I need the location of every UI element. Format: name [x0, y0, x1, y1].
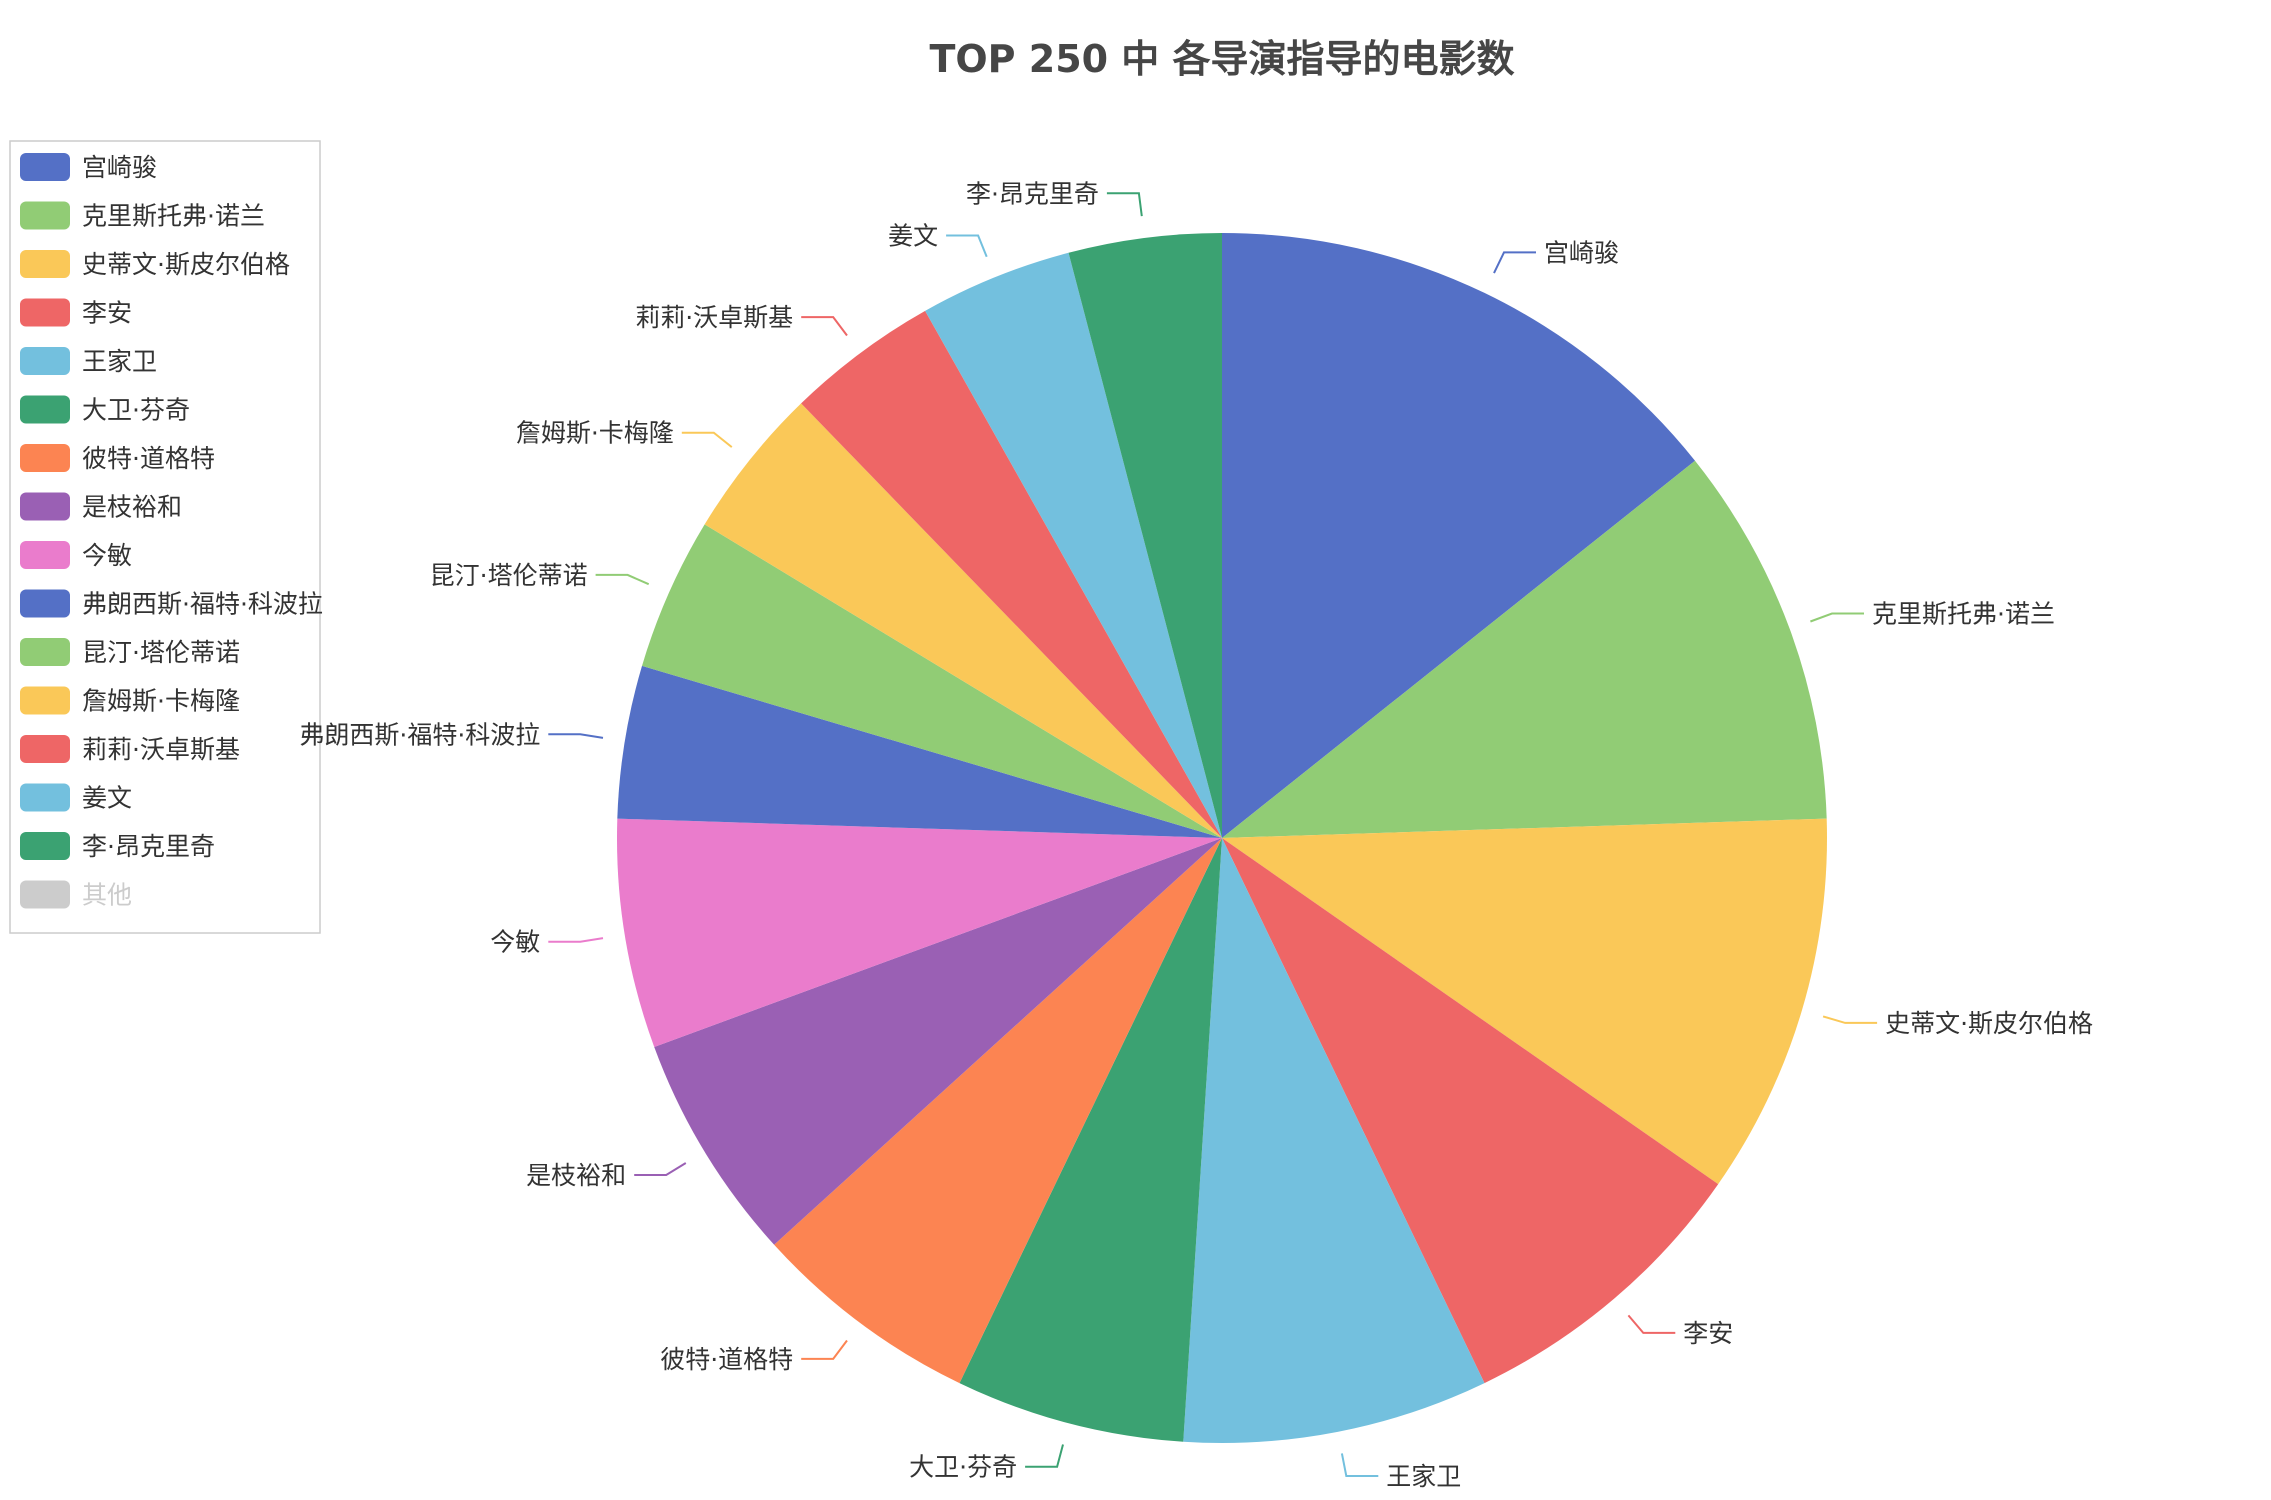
slice-leader-line-14	[946, 234, 988, 258]
legend-swatch	[20, 541, 70, 569]
legend-label: 李安	[82, 299, 132, 328]
legend-label: 今敏	[82, 541, 132, 570]
chart-title: TOP 250 中 各导演指导的电影数	[929, 37, 1514, 81]
legend-label: 宫崎骏	[82, 153, 157, 182]
legend-label: 詹姆斯·卡梅隆	[82, 687, 240, 716]
legend-label: 彼特·道格特	[82, 444, 215, 473]
pie-slice-9[interactable]	[616, 818, 1222, 1047]
pie-slice-8[interactable]	[654, 838, 1222, 1245]
slice-label-13: 莉莉·沃卓斯基	[635, 303, 793, 332]
legend-label: 弗朗西斯·福特·科波拉	[82, 590, 323, 619]
slice-label-8: 是枝裕和	[526, 1161, 626, 1190]
slice-leader-line-3	[1822, 1015, 1878, 1024]
legend-label: 莉莉·沃卓斯基	[82, 735, 240, 764]
slice-label-3: 史蒂文·斯皮尔伯格	[1885, 1009, 2093, 1038]
pie-slice-7[interactable]	[774, 838, 1222, 1384]
slice-label-6: 大卫·芬奇	[909, 1453, 1017, 1482]
pie-slice-2[interactable]	[1222, 460, 1827, 838]
legend-item-1[interactable]: 宫崎骏	[20, 153, 157, 182]
pie-slice-1[interactable]	[1222, 233, 1696, 838]
slice-leader-line-15	[1106, 192, 1143, 217]
slice-label-14: 姜文	[888, 222, 938, 251]
slice-leader-line-2	[1810, 612, 1864, 623]
slice-label-9: 今敏	[490, 928, 540, 957]
legend-label: 王家卫	[82, 347, 157, 376]
slice-leader-line-1	[1493, 251, 1536, 274]
legend-swatch	[20, 735, 70, 763]
pie-slice-15[interactable]	[1068, 233, 1222, 838]
legend-item-10[interactable]: 弗朗西斯·福特·科波拉	[20, 589, 323, 619]
legend-label: 是枝裕和	[82, 493, 182, 522]
legend-item-8[interactable]: 是枝裕和	[20, 492, 182, 522]
legend-swatch	[20, 298, 70, 327]
slice-leader-line-12	[681, 431, 733, 448]
legend-swatch	[20, 638, 70, 666]
legend-swatch	[20, 250, 70, 278]
slice-leader-line-8	[634, 1162, 687, 1176]
pie-slice-13[interactable]	[801, 310, 1222, 839]
pie-slice-4[interactable]	[1222, 838, 1719, 1384]
legend-swatch	[20, 444, 70, 472]
legend-item-4[interactable]: 李安	[20, 298, 132, 328]
slice-label-7: 彼特·道格特	[660, 1345, 793, 1374]
legend-item-13[interactable]: 莉莉·沃卓斯基	[20, 735, 240, 764]
legend-swatch	[20, 686, 70, 715]
slice-label-5: 王家卫	[1386, 1462, 1461, 1491]
pie-slices	[616, 233, 1828, 1444]
legend-item-9[interactable]: 今敏	[20, 541, 132, 570]
legend-item-7[interactable]: 彼特·道格特	[20, 444, 215, 473]
legend-swatch	[20, 492, 70, 521]
legend-swatch	[20, 347, 70, 375]
legend-label: 克里斯托弗·诺兰	[82, 202, 265, 231]
legend-label: 其他	[82, 881, 132, 910]
legend: 宫崎骏克里斯托弗·诺兰史蒂文·斯皮尔伯格李安王家卫大卫·芬奇彼特·道格特是枝裕和…	[9, 140, 323, 934]
slice-label-1: 宫崎骏	[1544, 238, 1619, 267]
legend-swatch	[20, 880, 70, 909]
slice-leader-line-9	[548, 937, 604, 943]
slice-label-15: 李·昂克里奇	[966, 179, 1099, 208]
legend-item-14[interactable]: 姜文	[20, 783, 132, 813]
slice-label-10: 弗朗西斯·福特·科波拉	[299, 720, 540, 749]
legend-swatch	[20, 832, 70, 860]
slice-leader-line-10	[548, 733, 604, 739]
legend-label: 昆汀·塔伦蒂诺	[82, 638, 240, 667]
legend-item-2[interactable]: 克里斯托弗·诺兰	[20, 201, 265, 231]
slice-label-4: 李安	[1683, 1319, 1733, 1348]
legend-label: 李·昂克里奇	[82, 832, 215, 861]
pie-slice-6[interactable]	[959, 838, 1223, 1442]
legend-label: 姜文	[82, 784, 132, 813]
pie-slice-5[interactable]	[1183, 838, 1485, 1444]
slice-leader-line-5	[1340, 1453, 1379, 1477]
legend-swatch	[20, 783, 70, 812]
legend-item-3[interactable]: 史蒂文·斯皮尔伯格	[20, 250, 290, 279]
pie-slice-14[interactable]	[925, 252, 1222, 839]
slice-leader-line-11	[595, 573, 650, 586]
legend-item-6[interactable]: 大卫·芬奇	[20, 395, 190, 425]
legend-item-5[interactable]: 王家卫	[20, 347, 157, 376]
pie-slice-10[interactable]	[617, 665, 1222, 838]
slice-label-11: 昆汀·塔伦蒂诺	[430, 561, 588, 590]
slice-label-2: 克里斯托弗·诺兰	[1872, 600, 2055, 629]
legend-swatch	[20, 589, 70, 618]
legend-swatch	[20, 201, 70, 230]
slice-leader-line-7	[801, 1339, 848, 1360]
legend-label: 大卫·芬奇	[82, 396, 190, 425]
legend-item-11[interactable]: 昆汀·塔伦蒂诺	[20, 638, 240, 667]
legend-item-12[interactable]: 詹姆斯·卡梅隆	[20, 686, 240, 716]
legend-item-16[interactable]: 其他	[20, 880, 132, 910]
pie-slice-3[interactable]	[1222, 818, 1828, 1185]
legend-swatch	[20, 153, 70, 181]
slice-leader-line-4	[1627, 1314, 1676, 1334]
legend-swatch	[20, 395, 70, 424]
legend-label: 史蒂文·斯皮尔伯格	[82, 250, 290, 279]
slice-leader-line-6	[1025, 1444, 1064, 1468]
legend-item-15[interactable]: 李·昂克里奇	[20, 832, 215, 861]
pie-slice-11[interactable]	[642, 524, 1222, 838]
pie-slice-12[interactable]	[704, 403, 1222, 838]
slice-leader-line-13	[801, 316, 848, 337]
slice-label-12: 詹姆斯·卡梅隆	[516, 419, 674, 448]
